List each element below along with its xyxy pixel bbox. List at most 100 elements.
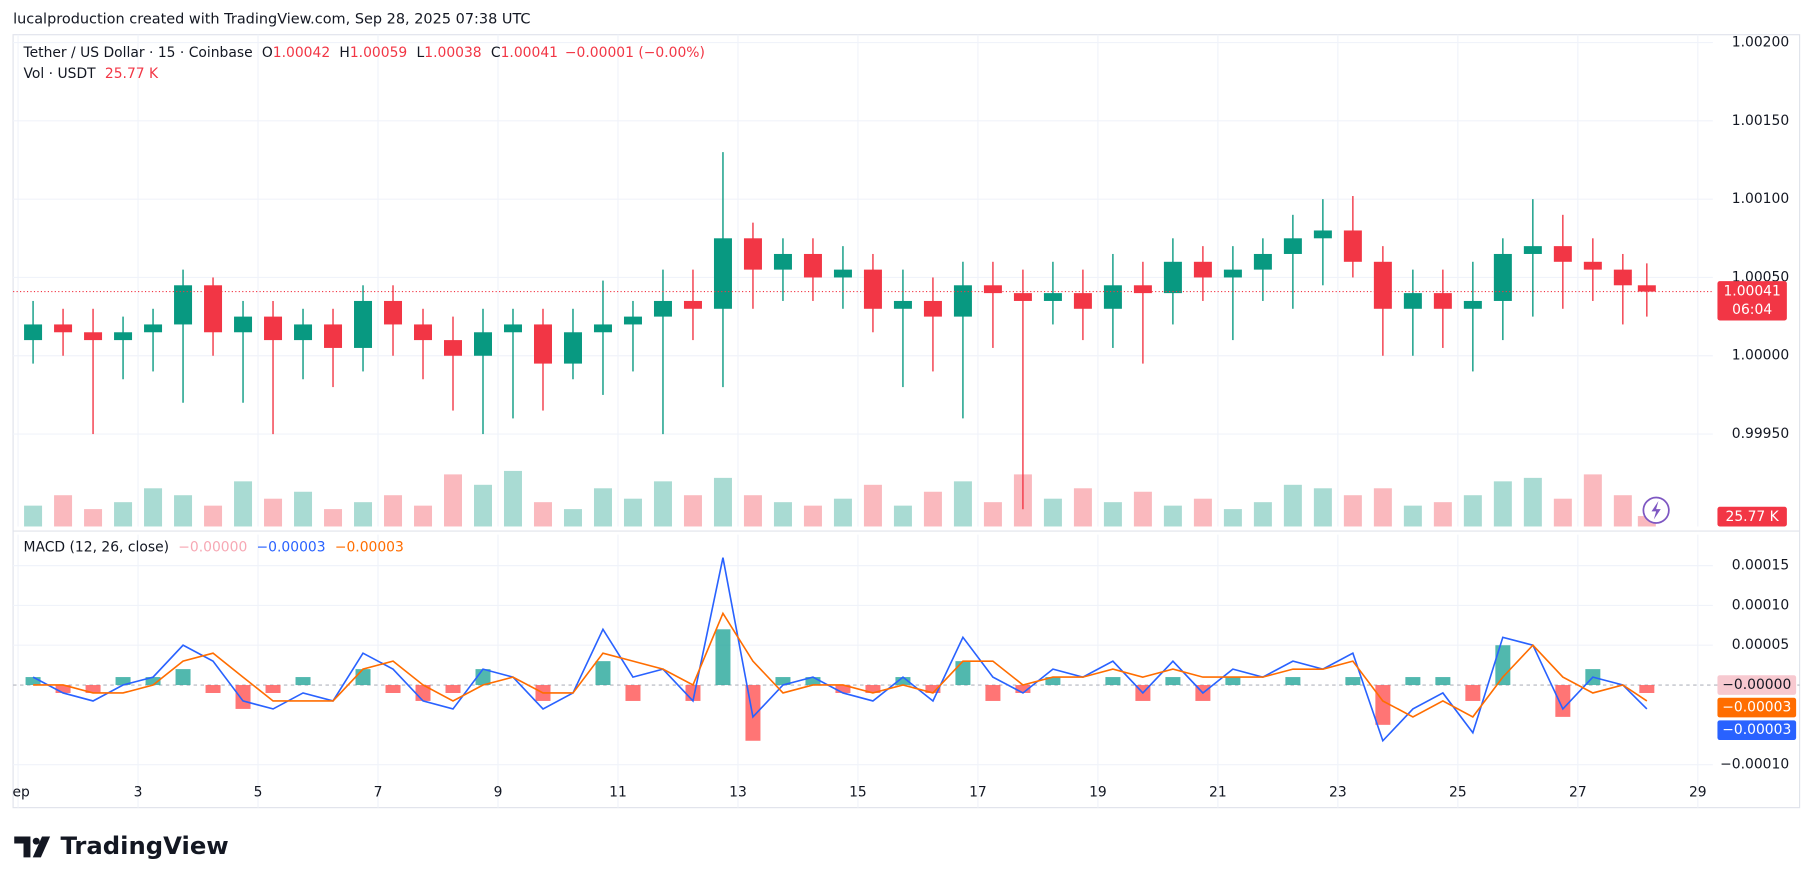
volume-bar bbox=[234, 481, 253, 527]
histogram-bar bbox=[1435, 677, 1451, 686]
volume-bar bbox=[1493, 481, 1512, 527]
candle-body bbox=[264, 316, 283, 341]
candle-body bbox=[414, 324, 433, 341]
y-tick-label: 1.00000 bbox=[1732, 348, 1789, 364]
ohlc-key: H bbox=[339, 45, 349, 61]
histogram-bar bbox=[865, 685, 881, 693]
volume-tag-label: 25.77 K bbox=[1726, 509, 1780, 525]
volume-bar bbox=[683, 495, 702, 527]
volume-bar bbox=[1343, 495, 1362, 527]
ohlc-value: 1.00059 bbox=[350, 45, 407, 61]
histogram-bar bbox=[1165, 677, 1181, 686]
candle-body bbox=[533, 324, 552, 364]
candle-body bbox=[234, 316, 253, 333]
macd-tag bbox=[1717, 697, 1797, 718]
histogram-bar bbox=[1105, 677, 1121, 686]
symbol: Tether / US Dollar · 15 · Coinbase bbox=[23, 45, 253, 61]
volume-bar bbox=[983, 502, 1002, 527]
histogram-bar bbox=[1015, 685, 1031, 693]
volume-bar bbox=[1073, 488, 1092, 527]
candle-body bbox=[743, 238, 762, 270]
volume-bar bbox=[503, 470, 522, 527]
macd-tag bbox=[1717, 720, 1797, 740]
x-tick-label: 7 bbox=[374, 785, 383, 801]
y-tick-label: 1.00100 bbox=[1732, 191, 1789, 207]
volume-bar bbox=[1133, 491, 1152, 527]
candle-body bbox=[503, 324, 522, 333]
volume-bar bbox=[863, 484, 882, 527]
candle-body bbox=[713, 238, 732, 309]
volume-bar bbox=[174, 495, 193, 527]
volume-bar bbox=[114, 502, 133, 527]
candle-body bbox=[1583, 261, 1602, 270]
candle-body bbox=[1313, 230, 1332, 239]
x-tick-label: 23 bbox=[1329, 785, 1347, 801]
candle-body bbox=[84, 332, 103, 341]
candle-body bbox=[773, 253, 792, 270]
histogram-bar bbox=[595, 661, 611, 686]
candle-body bbox=[1403, 293, 1422, 309]
volume-bar bbox=[533, 502, 552, 527]
volume-bar bbox=[294, 491, 313, 527]
volume-name: Vol · USDT bbox=[24, 66, 97, 82]
x-tick-label: 27 bbox=[1569, 785, 1587, 801]
candle-body bbox=[144, 324, 163, 333]
histogram-bar bbox=[1465, 685, 1481, 701]
volume-bar bbox=[384, 495, 403, 527]
x-tick-label: ep bbox=[13, 785, 31, 801]
macd-line bbox=[32, 557, 1648, 743]
volume-bar bbox=[833, 498, 852, 527]
candle-body bbox=[174, 285, 193, 325]
histogram-bar bbox=[1405, 677, 1421, 686]
volume-bar bbox=[264, 498, 283, 527]
volume-bar bbox=[144, 488, 163, 527]
x-tick-label: 13 bbox=[729, 785, 747, 801]
x-tick-label: 21 bbox=[1209, 785, 1227, 801]
tradingview-logo bbox=[14, 836, 51, 858]
histogram-bar bbox=[1495, 645, 1511, 686]
price-legend: Tether / US Dollar · 15 · Coinbase O1.000… bbox=[23, 45, 705, 61]
volume-bar bbox=[1583, 474, 1602, 527]
grid bbox=[13, 34, 1800, 808]
ohlc: O1.00042 H1.00059 L1.00038 C1.00041 bbox=[262, 45, 558, 61]
candle-body bbox=[1163, 261, 1182, 294]
volume-bar bbox=[593, 488, 612, 527]
volume-bar bbox=[1283, 484, 1302, 527]
histogram-bar bbox=[1555, 685, 1571, 717]
histogram-bar bbox=[175, 669, 191, 686]
y-tick-label: 0.00015 bbox=[1732, 558, 1789, 574]
x-tick-label: 29 bbox=[1689, 785, 1707, 801]
brand: TradingView bbox=[61, 831, 229, 860]
candle-body bbox=[24, 324, 43, 341]
histogram-bar bbox=[295, 677, 311, 686]
candle-body bbox=[1463, 300, 1482, 309]
candle-body bbox=[833, 269, 852, 278]
histogram-bar bbox=[1639, 685, 1655, 693]
volume-bar bbox=[1637, 516, 1656, 527]
candle-body bbox=[1283, 238, 1302, 254]
volume-bar bbox=[1193, 498, 1212, 527]
assistant-icon[interactable] bbox=[1642, 496, 1670, 524]
histogram-bar bbox=[1225, 677, 1241, 686]
volume-tag bbox=[1717, 506, 1787, 527]
candle-body bbox=[953, 285, 972, 317]
y-tick-label: −0.00010 bbox=[1720, 757, 1789, 773]
macd-tag-label: −0.00003 bbox=[1722, 700, 1791, 716]
volume-bar bbox=[1523, 477, 1542, 527]
volume-bar bbox=[743, 495, 762, 527]
x-tick-label: 17 bbox=[969, 785, 987, 801]
histogram-bar bbox=[1345, 677, 1361, 686]
candle-body bbox=[444, 340, 463, 356]
candle-body bbox=[803, 253, 822, 278]
volume-bar bbox=[84, 509, 103, 527]
histogram-bar bbox=[1375, 685, 1391, 725]
candle-body bbox=[623, 316, 642, 325]
macd-title: MACD (12, 26, close) bbox=[24, 539, 170, 555]
volume-bar bbox=[1223, 509, 1242, 527]
candle-body bbox=[653, 300, 672, 317]
candle-body bbox=[204, 285, 223, 333]
volume-bar bbox=[803, 505, 822, 527]
volume-bar bbox=[1403, 505, 1422, 527]
